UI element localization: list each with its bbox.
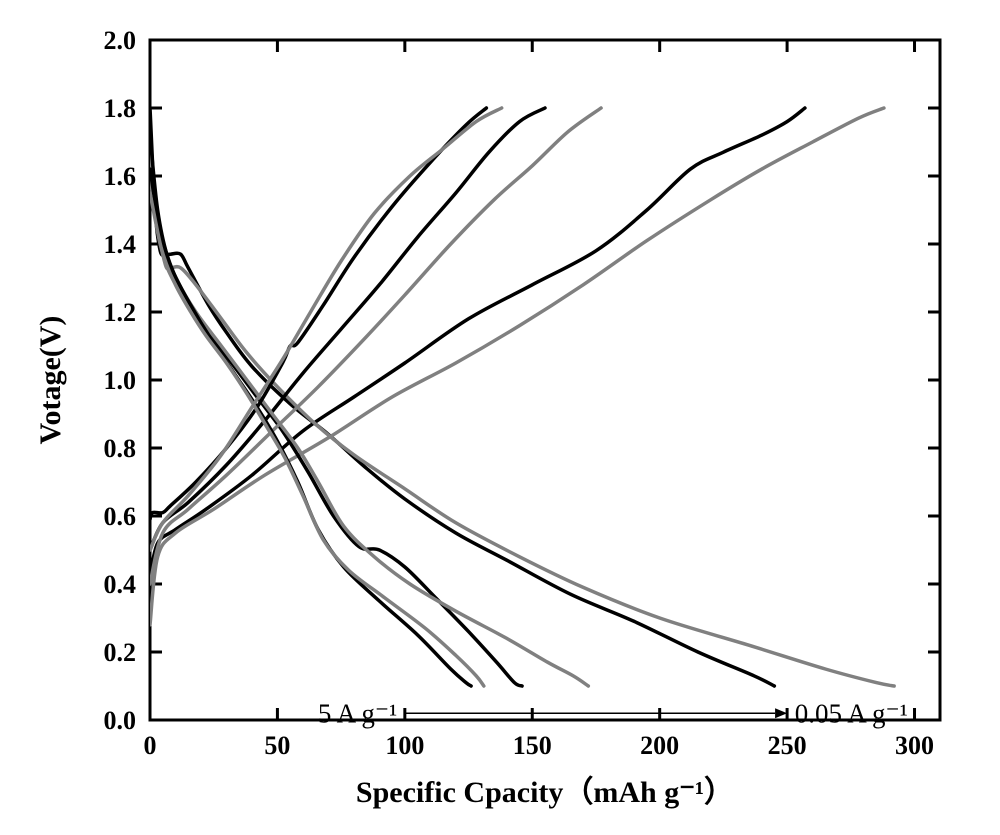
chart-container: 0 50 100 150 200 250 300 0.0 0.2 0.4 0.6 0.8 1.0 1.2 1…	[0, 0, 1000, 835]
x-tick-label: 200	[640, 731, 679, 760]
x-axis-label: Specific Cpacity（mAh g⁻¹）	[356, 775, 734, 809]
x-tick-label: 0	[144, 731, 157, 760]
y-tick-label: 1.0	[104, 366, 137, 395]
y-tick-label: 2.0	[104, 26, 137, 55]
y-tick-label: 0.6	[104, 502, 137, 531]
y-tick-label: 1.2	[104, 298, 137, 327]
x-tick-label: 250	[768, 731, 807, 760]
x-tick-label: 300	[895, 731, 934, 760]
x-tick-label: 150	[513, 731, 552, 760]
annot-left: 5 A g⁻¹	[318, 699, 397, 729]
y-tick-label: 1.8	[104, 94, 137, 123]
y-tick-label: 0.8	[104, 434, 137, 463]
annot-right: 0.05 A g⁻¹	[795, 699, 908, 729]
y-tick-label: 1.4	[104, 230, 137, 259]
x-tick-label: 50	[264, 731, 290, 760]
y-tick-label: 0.4	[104, 570, 137, 599]
x-tick-label: 100	[385, 731, 424, 760]
y-tick-label: 0.2	[104, 638, 137, 667]
y-tick-label: 1.6	[104, 162, 137, 191]
voltage-capacity-chart: 0 50 100 150 200 250 300 0.0 0.2 0.4 0.6 0.8 1.0 1.2 1…	[0, 0, 1000, 835]
y-axis-label: Votage(V)	[34, 316, 67, 445]
y-tick-label: 0.0	[104, 706, 137, 735]
